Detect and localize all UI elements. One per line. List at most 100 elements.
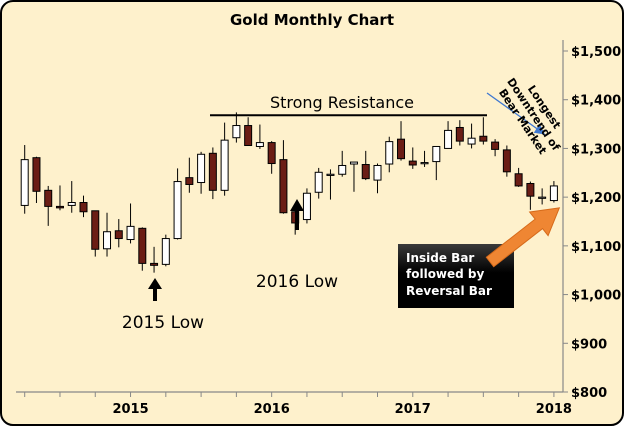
candle-body (220, 139, 229, 191)
candle-up (161, 234, 170, 267)
candle-body (185, 177, 194, 185)
candle-up (349, 161, 358, 192)
y-tick-label: $1,100 (571, 240, 621, 255)
y-tick-label: $1,000 (571, 289, 621, 304)
low-2015-arrow (148, 278, 162, 301)
candle-down (150, 246, 159, 273)
candle-body (479, 135, 488, 142)
x-tick-label: 2018 (536, 402, 572, 417)
candle-body (526, 183, 535, 197)
candle-body (467, 137, 476, 145)
candle-down (244, 117, 253, 147)
x-tick-label: 2015 (112, 402, 148, 417)
candle-down (32, 156, 41, 203)
candle-up (314, 167, 323, 199)
candle-body (55, 205, 64, 209)
candle-body (114, 230, 123, 240)
candle-body (444, 129, 453, 149)
candle-down (455, 120, 464, 146)
resistance-label: Strong Resistance (270, 93, 414, 112)
candle-up (67, 181, 76, 213)
candle-down (479, 117, 488, 145)
candle-body (502, 149, 511, 173)
axes: $800 $900 $1,000 $1,100 $1,200 $1,300 $1,400 $1… (16, 40, 621, 417)
candle-body (126, 225, 135, 241)
candle-body (32, 157, 41, 192)
candle-down (408, 147, 417, 169)
candle-body (161, 238, 170, 265)
candle-down (502, 145, 511, 177)
x-tick-label: 2017 (395, 402, 431, 417)
candle-body (138, 227, 147, 264)
candle-body (150, 262, 159, 266)
candle-up (326, 169, 335, 200)
candle-up (538, 188, 547, 205)
candle-body (267, 142, 276, 165)
candle-body (420, 162, 429, 165)
candle-down (55, 185, 64, 211)
low-2015-label: 2015 Low (122, 313, 204, 333)
callout-line-2: followed by (406, 267, 485, 281)
candle-down (208, 147, 217, 200)
y-tick-label: $1,300 (571, 142, 621, 157)
candle-body (538, 196, 547, 199)
candle-body (373, 164, 382, 181)
candle-up (220, 122, 229, 196)
y-tick-label: $800 (571, 386, 607, 401)
candle-body (67, 202, 76, 206)
candle-body (208, 152, 217, 191)
callout-line-3: Reversal Bar (406, 284, 492, 298)
candle-down (279, 140, 288, 214)
candle-up (126, 203, 135, 244)
candle-body (549, 185, 558, 202)
candle-down (267, 141, 276, 174)
candle-body (514, 173, 523, 187)
candle-down (44, 185, 53, 226)
candle-body (173, 181, 182, 240)
candle-up (173, 168, 182, 240)
candle-body (91, 210, 100, 250)
low-2016-label: 2016 Low (256, 272, 338, 292)
candle-down (361, 150, 370, 181)
candle-down (91, 210, 100, 257)
candle-up (255, 124, 264, 149)
candle-down (491, 139, 500, 157)
candle-body (455, 126, 464, 142)
candles (20, 112, 558, 273)
candle-body (302, 192, 311, 221)
candle-up (20, 145, 29, 214)
candle-body (232, 125, 241, 139)
y-tick-label: $1,500 (571, 45, 621, 60)
candle-body (338, 164, 347, 175)
candle-body (397, 138, 406, 160)
chart-title: Gold Monthly Chart (230, 11, 394, 29)
downtrend-arrow (486, 92, 546, 135)
candle-down (114, 219, 123, 248)
candle-up (338, 150, 347, 177)
candle-body (103, 231, 112, 250)
candle-up (549, 181, 558, 203)
candle-body (491, 141, 500, 150)
candle-up (420, 150, 429, 167)
candle-body (255, 142, 264, 147)
candle-body (279, 159, 288, 214)
y-tick-label: $900 (571, 337, 607, 352)
low-2016-arrow (290, 199, 304, 230)
candle-down (397, 121, 406, 161)
orange-arrow (485, 207, 561, 268)
candle-body (197, 153, 206, 184)
candle-down (514, 167, 523, 187)
x-tick-label: 2016 (254, 402, 290, 417)
candle-up (103, 212, 112, 257)
candle-up (444, 121, 453, 149)
y-tick-label: $1,400 (571, 94, 621, 109)
candle-body (44, 189, 53, 207)
candle-down (138, 227, 147, 271)
candle-body (314, 171, 323, 193)
candle-up (232, 112, 241, 143)
y-tick-label: $1,200 (571, 191, 621, 206)
candle-body (432, 145, 441, 163)
candle-body (244, 125, 253, 147)
